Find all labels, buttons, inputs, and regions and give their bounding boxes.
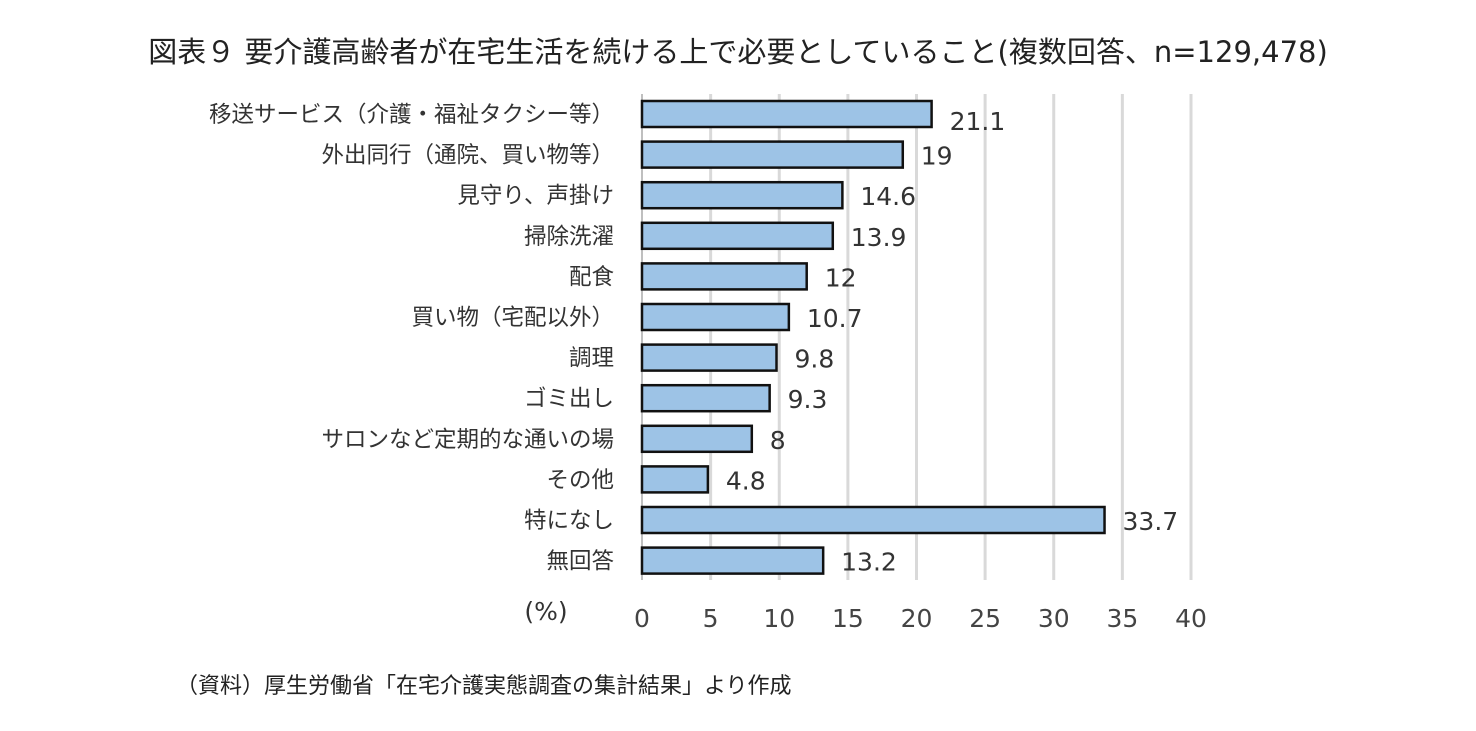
bar-9 — [640, 424, 754, 454]
x-tick-label-10: 10 — [763, 604, 795, 633]
x-tick-label-20: 20 — [901, 604, 933, 633]
data-label-4: 13.9 — [851, 223, 907, 252]
chart-title: 図表９ 要介護高齢者が在宅生活を続ける上で必要としていること(複数回答、n=12… — [148, 35, 1328, 69]
grid-lines — [641, 94, 1193, 580]
x-tick-label-5: 5 — [703, 604, 719, 633]
bar-5 — [640, 262, 808, 291]
x-axis-tick-labels: 0 5 10 15 20 25 30 35 40 — [634, 604, 1207, 633]
data-label-1: 21.1 — [950, 107, 1006, 136]
data-label-10: 4.8 — [726, 466, 766, 495]
bar-3 — [640, 180, 844, 210]
bar-4 — [640, 221, 835, 251]
bar-10 — [640, 465, 710, 494]
data-label-11: 33.7 — [1123, 507, 1179, 536]
category-label-9: サロンなど定期的な通いの場 — [321, 427, 614, 453]
data-label-8: 9.3 — [788, 385, 828, 414]
data-label-9: 8 — [770, 426, 786, 455]
data-label-3: 14.6 — [860, 182, 916, 211]
category-label-4: 掃除洗濯 — [524, 224, 614, 250]
category-label-2: 外出同行（通院、買い物等） — [321, 143, 614, 169]
data-label-7: 9.8 — [795, 345, 835, 374]
bar-8 — [640, 383, 771, 413]
category-labels: 移送サービス（介護・福祉タクシー等） 外出同行（通院、買い物等） 見守り、声掛け掃除… — [209, 102, 614, 575]
data-label-6: 10.7 — [807, 304, 863, 333]
bars — [640, 99, 1106, 575]
category-label-1: 移送サービス（介護・福祉タクシー等） — [209, 102, 614, 128]
category-label-5: 配食 — [569, 264, 614, 290]
x-tick-label-30: 30 — [1038, 604, 1070, 633]
x-tick-label-40: 40 — [1175, 604, 1207, 633]
data-label-12: 13.2 — [841, 548, 897, 577]
category-label-3: 見守り、声掛け — [457, 183, 614, 209]
bar-7 — [640, 343, 778, 372]
data-label-5: 12 — [825, 263, 857, 292]
category-label-10: その他 — [546, 467, 614, 493]
data-label-2: 19 — [921, 142, 953, 171]
x-tick-label-15: 15 — [832, 604, 864, 633]
category-label-8: ゴミ出し — [524, 386, 614, 412]
bar-11 — [640, 505, 1106, 535]
bar-12 — [640, 546, 825, 575]
category-label-7: 調理 — [569, 346, 614, 372]
x-tick-label-0: 0 — [634, 604, 650, 633]
category-label-6: 買い物（宅配以外） — [411, 305, 614, 331]
category-label-11: 特になし — [524, 508, 614, 534]
category-label-12: 無回答 — [546, 549, 614, 575]
x-tick-label-25: 25 — [969, 604, 1001, 633]
bar-2 — [640, 140, 905, 169]
bar-6 — [640, 302, 791, 332]
source-note: （資料）厚生労働省「在宅介護実態調査の集計結果」より作成 — [176, 674, 792, 699]
x-tick-label-35: 35 — [1106, 604, 1138, 633]
bar-1 — [640, 99, 933, 129]
unit-label: (%) — [524, 597, 567, 626]
